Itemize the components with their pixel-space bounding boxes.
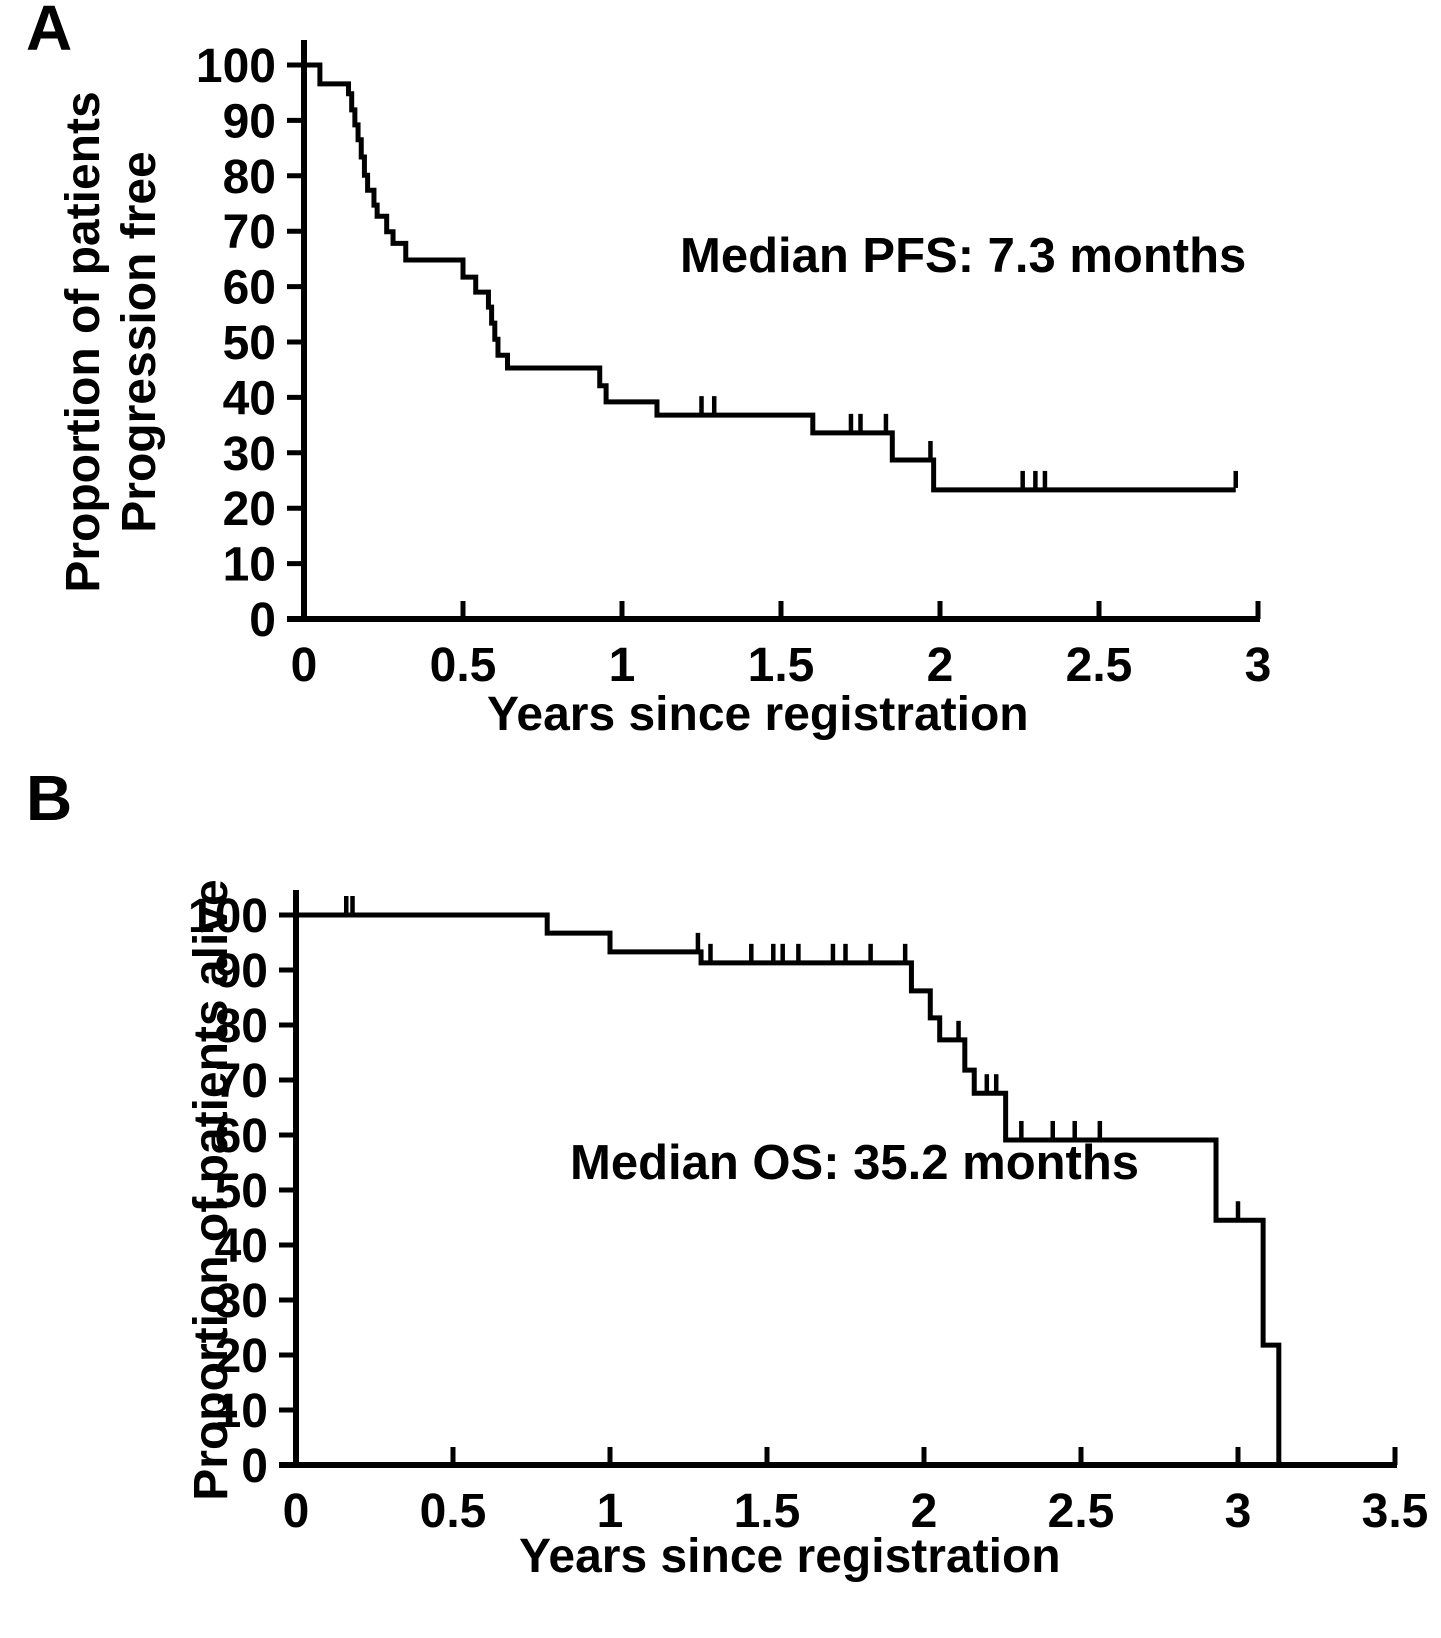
panel-a-y-tick-label: 60 [223, 262, 276, 315]
panel-b-y-tick-label: 90 [215, 945, 268, 998]
panel-a-y-tick-label: 10 [223, 539, 276, 592]
panel-a-y-tick-label: 70 [223, 206, 276, 259]
panel-a-y-tick-label: 0 [249, 594, 276, 647]
panel-a-x-tick-label: 1 [609, 639, 636, 692]
panel-b-y-tick-label: 0 [241, 1440, 268, 1493]
panel-b-x-tick-label: 1 [597, 1485, 624, 1538]
panel-b-survival-curve [296, 912, 1282, 1465]
panel-b-x-tick-label: 0.5 [420, 1485, 487, 1538]
panel-b-y-tick-label: 60 [215, 1110, 268, 1163]
panel-b-y-tick-label: 50 [215, 1165, 268, 1218]
panel-a-y-tick-label: 50 [223, 317, 276, 370]
panel-a-y-tick-label: 40 [223, 372, 276, 425]
panel-a-y-axis-title: Proportion of patients Progression free [56, 42, 168, 642]
panel-a-x-tick-label: 0 [291, 639, 318, 692]
panel-b-median-annotation: Median OS: 35.2 months [570, 1136, 1140, 1190]
panel-a-x-axis-title: Years since registration [487, 688, 1029, 741]
panel-a-median-annotation: Median PFS: 7.3 months [680, 229, 1247, 283]
panel-a-y-axis-title-line1: Proportion of patients [57, 91, 110, 593]
panel-b-y-axis-title: Proportion of patients alive [184, 860, 240, 1520]
panel-a-x-tick-label: 2.5 [1066, 639, 1133, 692]
panel-b-y-tick-label: 70 [215, 1055, 268, 1108]
panel-b-x-axis-title: Years since registration [519, 1530, 1061, 1583]
panel-b-x-tick-label: 2 [911, 1485, 938, 1538]
panel-a-letter: A [26, 0, 73, 64]
panel-a-y-tick-label: 90 [223, 95, 276, 148]
panel-b-y-tick-label: 40 [215, 1220, 268, 1273]
panel-a-y-tick-label: 30 [223, 428, 276, 481]
panel-b-x-tick-label: 3 [1225, 1485, 1252, 1538]
panel-a-y-axis-title-line2: Progression free [113, 151, 166, 533]
panel-a-survival-curve [304, 62, 1236, 493]
panel-b-x-tick-label: 2.5 [1048, 1485, 1115, 1538]
panel-a-y-tick-label: 20 [223, 483, 276, 536]
panel-a-y-tick-label: 80 [223, 151, 276, 204]
panel-a-x-tick-label: 3 [1245, 639, 1272, 692]
panel-a-y-tick-label: 100 [196, 40, 276, 93]
panel-a-x-tick-label: 2 [927, 639, 954, 692]
panel-b-y-tick-label: 30 [215, 1275, 268, 1328]
panel-b-y-tick-label: 20 [215, 1330, 268, 1383]
panel-b-y-axis-title-line1: Proportion of patients alive [185, 879, 238, 1501]
panel-a-x-tick-label: 0.5 [430, 639, 497, 692]
panel-b-x-tick-label: 1.5 [734, 1485, 801, 1538]
panel-b-x-tick-label: 3.5 [1362, 1485, 1429, 1538]
panel-b-x-tick-label: 0 [283, 1485, 310, 1538]
panel-b-y-tick-label: 80 [215, 1000, 268, 1053]
panel-b-letter: B [26, 762, 73, 834]
panel-b-y-tick-label: 100 [188, 890, 268, 943]
panel-b-y-tick-label: 10 [215, 1385, 268, 1438]
panel-a-x-tick-label: 1.5 [748, 639, 815, 692]
